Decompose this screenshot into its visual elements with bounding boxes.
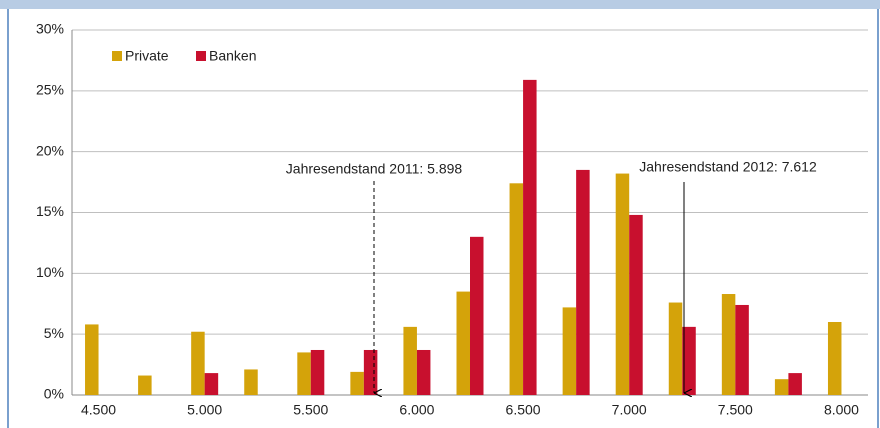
bar: [350, 371, 364, 395]
bar: [668, 302, 683, 395]
annotation: Jahresendstand 2011: 5.898: [286, 161, 463, 177]
x-tick-label: 5.500: [293, 402, 328, 418]
x-tick-label: 6.500: [506, 402, 541, 418]
bar: [456, 291, 470, 395]
bar: [138, 375, 152, 395]
bar: [509, 183, 524, 395]
y-tick-label: 15%: [36, 203, 64, 219]
legend-label: Private: [125, 48, 169, 64]
bar: [562, 307, 577, 395]
bar: [576, 169, 590, 395]
bar: [774, 379, 789, 395]
bar: [191, 331, 205, 395]
bar: [403, 326, 417, 395]
annotation: Jahresendstand 2012: 7.612: [639, 159, 817, 175]
y-tick-label: 25%: [36, 82, 64, 98]
legend-swatch: [112, 51, 122, 61]
bar: [523, 79, 537, 395]
bar: [788, 373, 802, 395]
bar: [615, 173, 630, 395]
bar: [244, 369, 258, 395]
top-band: [0, 0, 880, 9]
bar: [470, 236, 484, 395]
y-tick-label: 0%: [44, 386, 64, 402]
x-tick-label: 4.500: [81, 402, 116, 418]
x-tick-label: 8.000: [824, 402, 859, 418]
legend-label: Banken: [209, 48, 256, 64]
y-tick-label: 30%: [36, 21, 64, 37]
y-tick-label: 20%: [36, 142, 64, 158]
bar: [682, 326, 696, 395]
bar: [363, 349, 378, 395]
bar: [416, 349, 431, 395]
y-tick-label: 10%: [36, 264, 64, 280]
bar: [629, 214, 643, 395]
bar: [735, 304, 749, 395]
x-tick-label: 6.000: [399, 402, 434, 418]
x-tick-label: 7.000: [612, 402, 647, 418]
bar: [827, 322, 842, 395]
bar: [310, 349, 325, 395]
bar: [297, 352, 311, 395]
bar: [85, 324, 99, 395]
x-tick-label: 5.000: [187, 402, 222, 418]
legend-swatch: [196, 51, 206, 61]
bar: [721, 294, 736, 395]
bar: [204, 373, 219, 395]
y-tick-label: 5%: [44, 325, 64, 341]
x-tick-label: 7.500: [718, 402, 753, 418]
